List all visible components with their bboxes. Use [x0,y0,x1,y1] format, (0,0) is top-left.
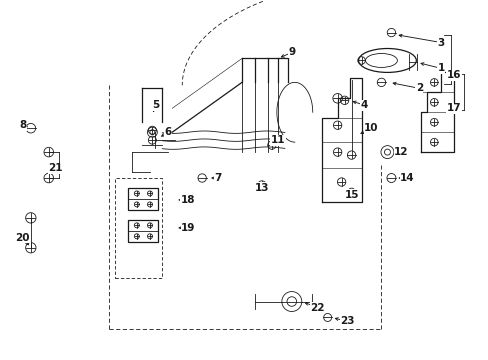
Text: 17: 17 [446,103,461,113]
Text: 9: 9 [287,48,295,58]
Text: 13: 13 [254,183,268,193]
Text: 12: 12 [393,147,408,157]
Text: 19: 19 [181,223,195,233]
Text: 22: 22 [310,302,325,312]
Text: 14: 14 [399,173,414,183]
Text: 7: 7 [214,173,222,183]
Text: 8: 8 [19,120,26,130]
Text: 2: 2 [415,84,422,93]
Text: 20: 20 [16,233,30,243]
Text: 5: 5 [151,100,159,110]
Text: 1: 1 [437,63,444,73]
Text: 16: 16 [446,71,461,80]
Text: 4: 4 [360,100,367,110]
Text: 10: 10 [364,123,378,133]
Text: 6: 6 [164,127,172,137]
Text: 21: 21 [48,163,63,173]
Text: 11: 11 [270,135,285,145]
Bar [128,220,158,242]
Bar [128,188,158,210]
Text: 3: 3 [437,37,444,48]
Text: 15: 15 [344,190,358,200]
Text: 23: 23 [340,316,354,327]
Text: 18: 18 [181,195,195,205]
